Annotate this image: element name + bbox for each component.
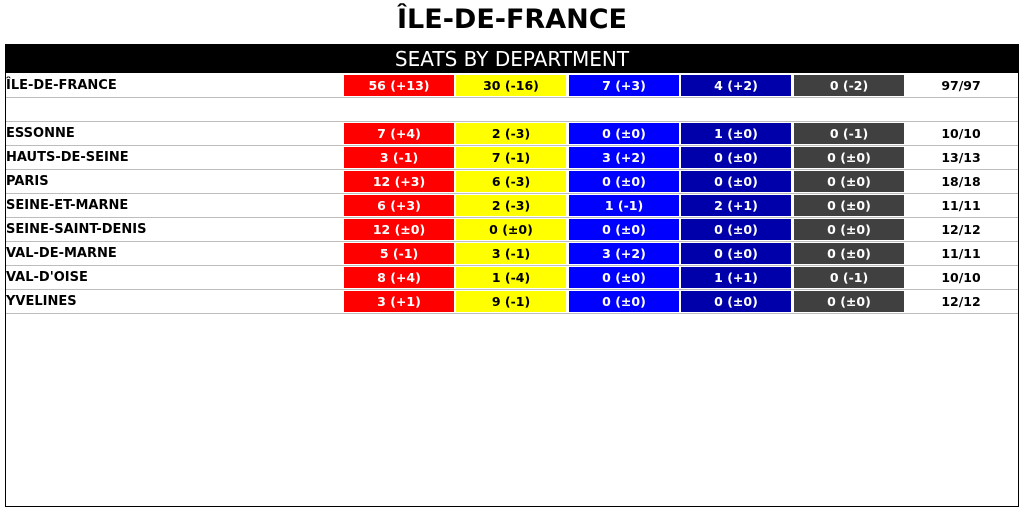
- department-name: VAL-DE-MARNE: [6, 246, 117, 261]
- seat-cell-party-5: 0 (-2): [794, 75, 904, 96]
- seat-cell-party-2: 3 (-1): [456, 243, 566, 264]
- department-name: HAUTS-DE-SEINE: [6, 150, 129, 165]
- page-title: ÎLE-DE-FRANCE: [397, 4, 627, 35]
- seat-total: 11/11: [941, 198, 981, 213]
- seat-total: 13/13: [941, 150, 981, 165]
- seat-cell-party-4: 2 (+1): [681, 195, 791, 216]
- seat-cell-party-2: 1 (-4): [456, 267, 566, 288]
- seat-cell-party-4: 0 (±0): [681, 171, 791, 192]
- seat-total: 10/10: [941, 270, 981, 285]
- seat-total: 11/11: [941, 246, 981, 261]
- department-name: SEINE-ET-MARNE: [6, 198, 129, 213]
- seat-cell-party-2: 0 (±0): [456, 219, 566, 240]
- table-row: PARIS 12 (+3) 6 (-3) 0 (±0) 0 (±0) 0 (±0) 18/1…: [6, 170, 1018, 194]
- seat-cell-party-4: 1 (±0): [681, 123, 791, 144]
- seat-cell-party-5: 0 (±0): [794, 171, 904, 192]
- department-name: VAL-D'OISE: [6, 270, 88, 285]
- seat-cell-party-3: 0 (±0): [569, 171, 679, 192]
- seat-total: 18/18: [941, 174, 981, 189]
- seat-cell-party-1: 6 (+3): [344, 195, 454, 216]
- seat-total: 10/10: [941, 126, 981, 141]
- seat-cell-party-3: 0 (±0): [569, 219, 679, 240]
- seat-cell-party-2: 30 (-16): [456, 75, 566, 96]
- table-row: SEINE-ET-MARNE 6 (+3) 2 (-3) 1 (-1) 2 (+1) 0 …: [6, 194, 1018, 218]
- results-table: SEATS BY DEPARTMENT ÎLE-DE-FRANCE 56 (+13…: [5, 44, 1019, 507]
- table-row: VAL-D'OISE 8 (+4) 1 (-4) 0 (±0) 1 (+1) 0 (-1)…: [6, 266, 1018, 290]
- seat-cell-party-1: 8 (+4): [344, 267, 454, 288]
- department-name: PARIS: [6, 174, 49, 189]
- seat-cell-party-5: 0 (-1): [794, 123, 904, 144]
- seat-cell-party-1: 3 (+1): [344, 291, 454, 312]
- seat-cell-party-1: 3 (-1): [344, 147, 454, 168]
- seat-cell-party-3: 0 (±0): [569, 291, 679, 312]
- seat-cell-party-5: 0 (-1): [794, 267, 904, 288]
- seat-cell-party-3: 3 (+2): [569, 243, 679, 264]
- seat-cell-party-4: 0 (±0): [681, 147, 791, 168]
- department-name: ÎLE-DE-FRANCE: [6, 78, 117, 93]
- seat-cell-party-1: 5 (-1): [344, 243, 454, 264]
- table-header: SEATS BY DEPARTMENT: [6, 45, 1018, 73]
- seat-cell-party-3: 0 (±0): [569, 123, 679, 144]
- table-row: HAUTS-DE-SEINE 3 (-1) 7 (-1) 3 (+2) 0 (±0) 0 …: [6, 146, 1018, 170]
- seat-cell-party-2: 7 (-1): [456, 147, 566, 168]
- seat-cell-party-4: 0 (±0): [681, 291, 791, 312]
- spacer-row: [6, 98, 1018, 122]
- seat-cell-party-2: 6 (-3): [456, 171, 566, 192]
- seat-cell-party-1: 12 (±0): [344, 219, 454, 240]
- table-row-summary: ÎLE-DE-FRANCE 56 (+13) 30 (-16) 7 (+3) 4 (+2…: [6, 74, 1018, 98]
- seat-total: 12/12: [941, 222, 981, 237]
- table-row: ESSONNE 7 (+4) 2 (-3) 0 (±0) 1 (±0) 0 (-1) 10/…: [6, 122, 1018, 146]
- seat-cell-party-3: 1 (-1): [569, 195, 679, 216]
- seat-cell-party-1: 12 (+3): [344, 171, 454, 192]
- seat-cell-party-5: 0 (±0): [794, 195, 904, 216]
- seat-cell-party-1: 56 (+13): [344, 75, 454, 96]
- seat-total: 12/12: [941, 294, 981, 309]
- table-row: SEINE-SAINT-DENIS 12 (±0) 0 (±0) 0 (±0) 0 (±…: [6, 218, 1018, 242]
- seat-cell-party-4: 1 (+1): [681, 267, 791, 288]
- seat-cell-party-2: 2 (-3): [456, 195, 566, 216]
- seat-cell-party-4: 4 (+2): [681, 75, 791, 96]
- table-row: YVELINES 3 (+1) 9 (-1) 0 (±0) 0 (±0) 0 (±0) 12…: [6, 290, 1018, 314]
- table-row: VAL-DE-MARNE 5 (-1) 3 (-1) 3 (+2) 0 (±0) 0 (±…: [6, 242, 1018, 266]
- seat-cell-party-2: 9 (-1): [456, 291, 566, 312]
- seat-cell-party-5: 0 (±0): [794, 243, 904, 264]
- seat-cell-party-1: 7 (+4): [344, 123, 454, 144]
- seat-cell-party-5: 0 (±0): [794, 147, 904, 168]
- seat-total: 97/97: [941, 78, 981, 93]
- department-name: SEINE-SAINT-DENIS: [6, 222, 147, 237]
- seat-cell-party-3: 0 (±0): [569, 267, 679, 288]
- seat-cell-party-3: 7 (+3): [569, 75, 679, 96]
- seat-cell-party-4: 0 (±0): [681, 219, 791, 240]
- seat-cell-party-2: 2 (-3): [456, 123, 566, 144]
- seat-cell-party-5: 0 (±0): [794, 219, 904, 240]
- department-name: YVELINES: [6, 294, 77, 309]
- department-name: ESSONNE: [6, 126, 75, 141]
- seat-cell-party-4: 0 (±0): [681, 243, 791, 264]
- seat-cell-party-3: 3 (+2): [569, 147, 679, 168]
- seat-cell-party-5: 0 (±0): [794, 291, 904, 312]
